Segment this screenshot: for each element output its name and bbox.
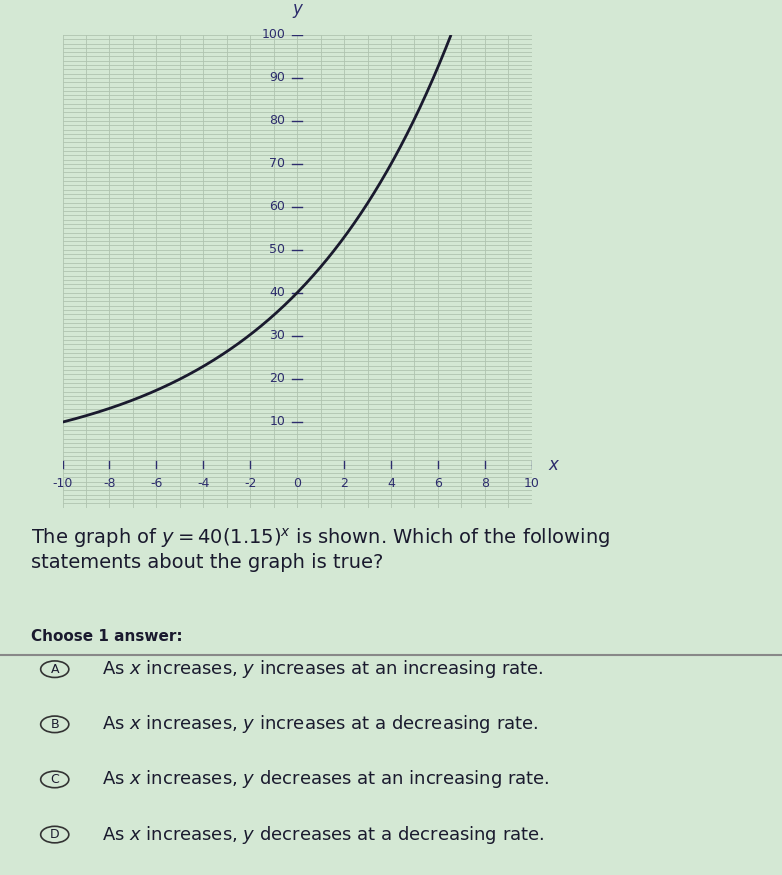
Text: The graph of $y = 40(1.15)^x$ is shown. Which of the following
statements about : The graph of $y = 40(1.15)^x$ is shown. … <box>31 526 610 572</box>
Text: 100: 100 <box>261 29 285 41</box>
Text: D: D <box>50 828 59 841</box>
Text: 90: 90 <box>270 72 285 85</box>
Text: 4: 4 <box>387 477 395 490</box>
Text: As $x$ increases, $y$ increases at a decreasing rate.: As $x$ increases, $y$ increases at a dec… <box>102 713 538 735</box>
Text: 70: 70 <box>270 158 285 171</box>
Text: y: y <box>292 0 302 18</box>
Text: x: x <box>548 456 558 473</box>
Text: 60: 60 <box>270 200 285 214</box>
Text: 2: 2 <box>340 477 348 490</box>
Text: -6: -6 <box>150 477 163 490</box>
Text: 6: 6 <box>434 477 442 490</box>
Text: As $x$ increases, $y$ decreases at an increasing rate.: As $x$ increases, $y$ decreases at an in… <box>102 768 550 790</box>
Text: 0: 0 <box>293 477 301 490</box>
Text: As $x$ increases, $y$ decreases at a decreasing rate.: As $x$ increases, $y$ decreases at a dec… <box>102 823 544 845</box>
Text: -2: -2 <box>244 477 256 490</box>
Text: 8: 8 <box>481 477 489 490</box>
Text: -8: -8 <box>103 477 116 490</box>
Text: 20: 20 <box>270 372 285 385</box>
Text: 80: 80 <box>270 115 285 128</box>
Text: As $x$ increases, $y$ increases at an increasing rate.: As $x$ increases, $y$ increases at an in… <box>102 658 543 680</box>
Text: A: A <box>51 662 59 676</box>
Text: Choose 1 answer:: Choose 1 answer: <box>31 629 183 644</box>
Text: -10: -10 <box>52 477 73 490</box>
Text: C: C <box>50 773 59 786</box>
Text: 50: 50 <box>270 243 285 256</box>
Text: -4: -4 <box>197 477 210 490</box>
Text: 30: 30 <box>270 329 285 342</box>
Text: B: B <box>50 718 59 731</box>
Text: 10: 10 <box>524 477 540 490</box>
Text: 10: 10 <box>270 415 285 428</box>
Text: 40: 40 <box>270 286 285 299</box>
